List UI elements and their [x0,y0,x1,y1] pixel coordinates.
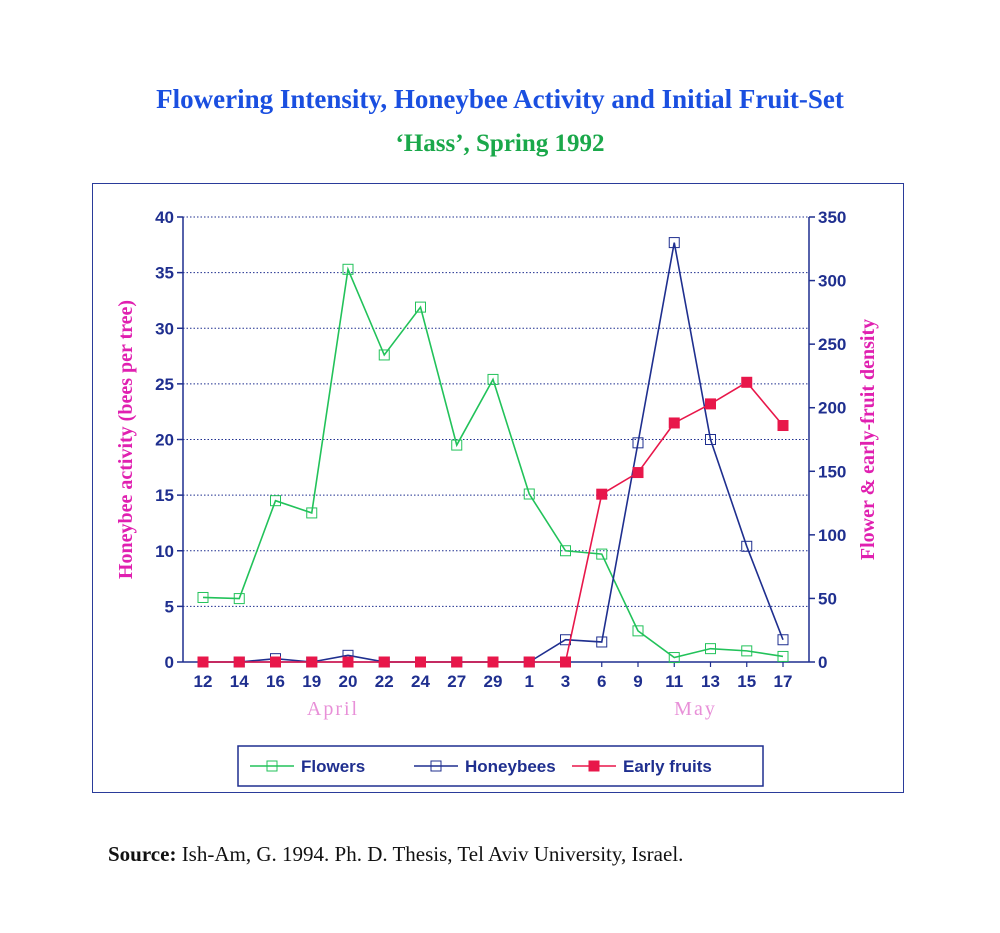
x-tick-label: 12 [194,672,213,691]
data-point [777,634,789,646]
data-point [270,656,281,668]
y-left-tick-label: 35 [155,264,174,283]
y-left-tick-label: 20 [155,431,174,450]
data-point [487,373,499,385]
y-right-tick-label: 0 [818,653,827,672]
y-left-tick-label: 40 [155,208,174,227]
x-tick-label: 29 [484,672,503,691]
y-right-tick-label: 100 [818,526,846,545]
y-axis-left-title: Honeybee activity (bees per tree) [115,300,137,579]
chart-subtitle: ‘Hass’, Spring 1992 [395,130,605,157]
x-tick-label: 19 [302,672,321,691]
data-point [415,301,426,313]
line-chart: 0 5 10 15 20 25 30 35 40 0 50 100 150 200 250 300 350 12 1… [115,208,879,787]
y-left-tick-label: 30 [155,319,174,338]
data-point [741,540,753,552]
data-point [777,650,789,662]
month-label: May [674,698,717,720]
data-point [560,545,571,557]
x-tick-label: 17 [774,672,793,691]
x-tick-label: 3 [561,672,570,691]
data-point [632,437,644,449]
data-point [306,507,318,519]
y-left-tick-label: 10 [155,542,174,561]
data-point [668,237,680,249]
x-tick-label: 20 [339,672,358,691]
legend-label: Early fruits [623,757,712,776]
data-point [741,645,753,657]
data-point [777,420,789,432]
data-point [596,488,608,500]
y-right-tick-label: 150 [818,462,846,481]
x-tick-label: 13 [701,672,720,691]
data-point [596,548,608,560]
data-point [415,656,426,668]
data-point [197,591,209,603]
source-label: Source: [108,842,177,866]
chart-title: Flowering Intensity, Honeybee Activity a… [156,84,844,114]
data-point [705,398,716,410]
data-point [378,349,390,361]
data-point [451,656,463,668]
x-tick-label: 15 [737,672,756,691]
series-line [203,381,784,663]
legend-label: Flowers [301,757,365,776]
legend-label: Honeybees [465,757,556,776]
source-text: Ish-Am, G. 1994. Ph. D. Thesis, Tel Aviv… [181,842,684,866]
data-point [197,656,209,668]
data-point [270,495,281,507]
data-point [233,593,245,605]
y-left-tick-label: 0 [165,653,174,672]
legend-marker [266,760,278,772]
x-tick-label: 27 [447,672,466,691]
series-line [202,266,784,659]
legend-marker [588,760,600,772]
series-line [203,242,784,663]
chart-frame: 0 5 10 15 20 25 30 35 40 0 50 100 150 200 250 300 350 12 1… [92,183,904,793]
y-right-tick-label: 300 [818,272,846,291]
data-point [523,488,535,500]
y-left-tick-label: 15 [155,486,174,505]
data-point [451,439,463,451]
y-left-tick-label: 5 [165,597,174,616]
x-tick-label: 16 [266,672,285,691]
x-tick-label: 14 [230,672,249,691]
data-point [306,656,318,668]
data-point [668,652,680,664]
x-tick-label: 11 [665,672,683,691]
source-note: Source: Ish-Am, G. 1994. Ph. D. Thesis, … [108,842,683,867]
y-axis-right-title: Flower & early-fruit density [857,319,879,560]
y-right-tick-label: 200 [818,399,846,418]
data-point [705,434,716,445]
data-point [632,625,644,637]
data-point [233,656,245,668]
y-left-tick-label: 25 [155,375,174,394]
month-label: April [307,698,359,720]
data-point [741,376,753,388]
data-point [487,656,499,668]
data-point [596,636,608,648]
x-tick-label: 6 [597,672,606,691]
x-tick-label: 9 [633,672,642,691]
data-point [523,656,535,668]
x-tick-label: 1 [525,672,534,691]
legend-box [237,745,764,787]
data-point [378,656,390,668]
y-right-tick-label: 250 [818,335,846,354]
data-point [632,467,644,479]
y-right-tick-label: 50 [818,589,837,608]
data-point [705,643,716,655]
data-point [668,417,680,429]
legend-marker [430,760,442,772]
y-right-tick-label: 350 [818,208,846,227]
x-tick-label: 22 [375,672,394,691]
data-point [342,656,354,668]
x-tick-label: 24 [411,672,430,691]
data-point [342,263,354,275]
data-point [560,656,571,668]
